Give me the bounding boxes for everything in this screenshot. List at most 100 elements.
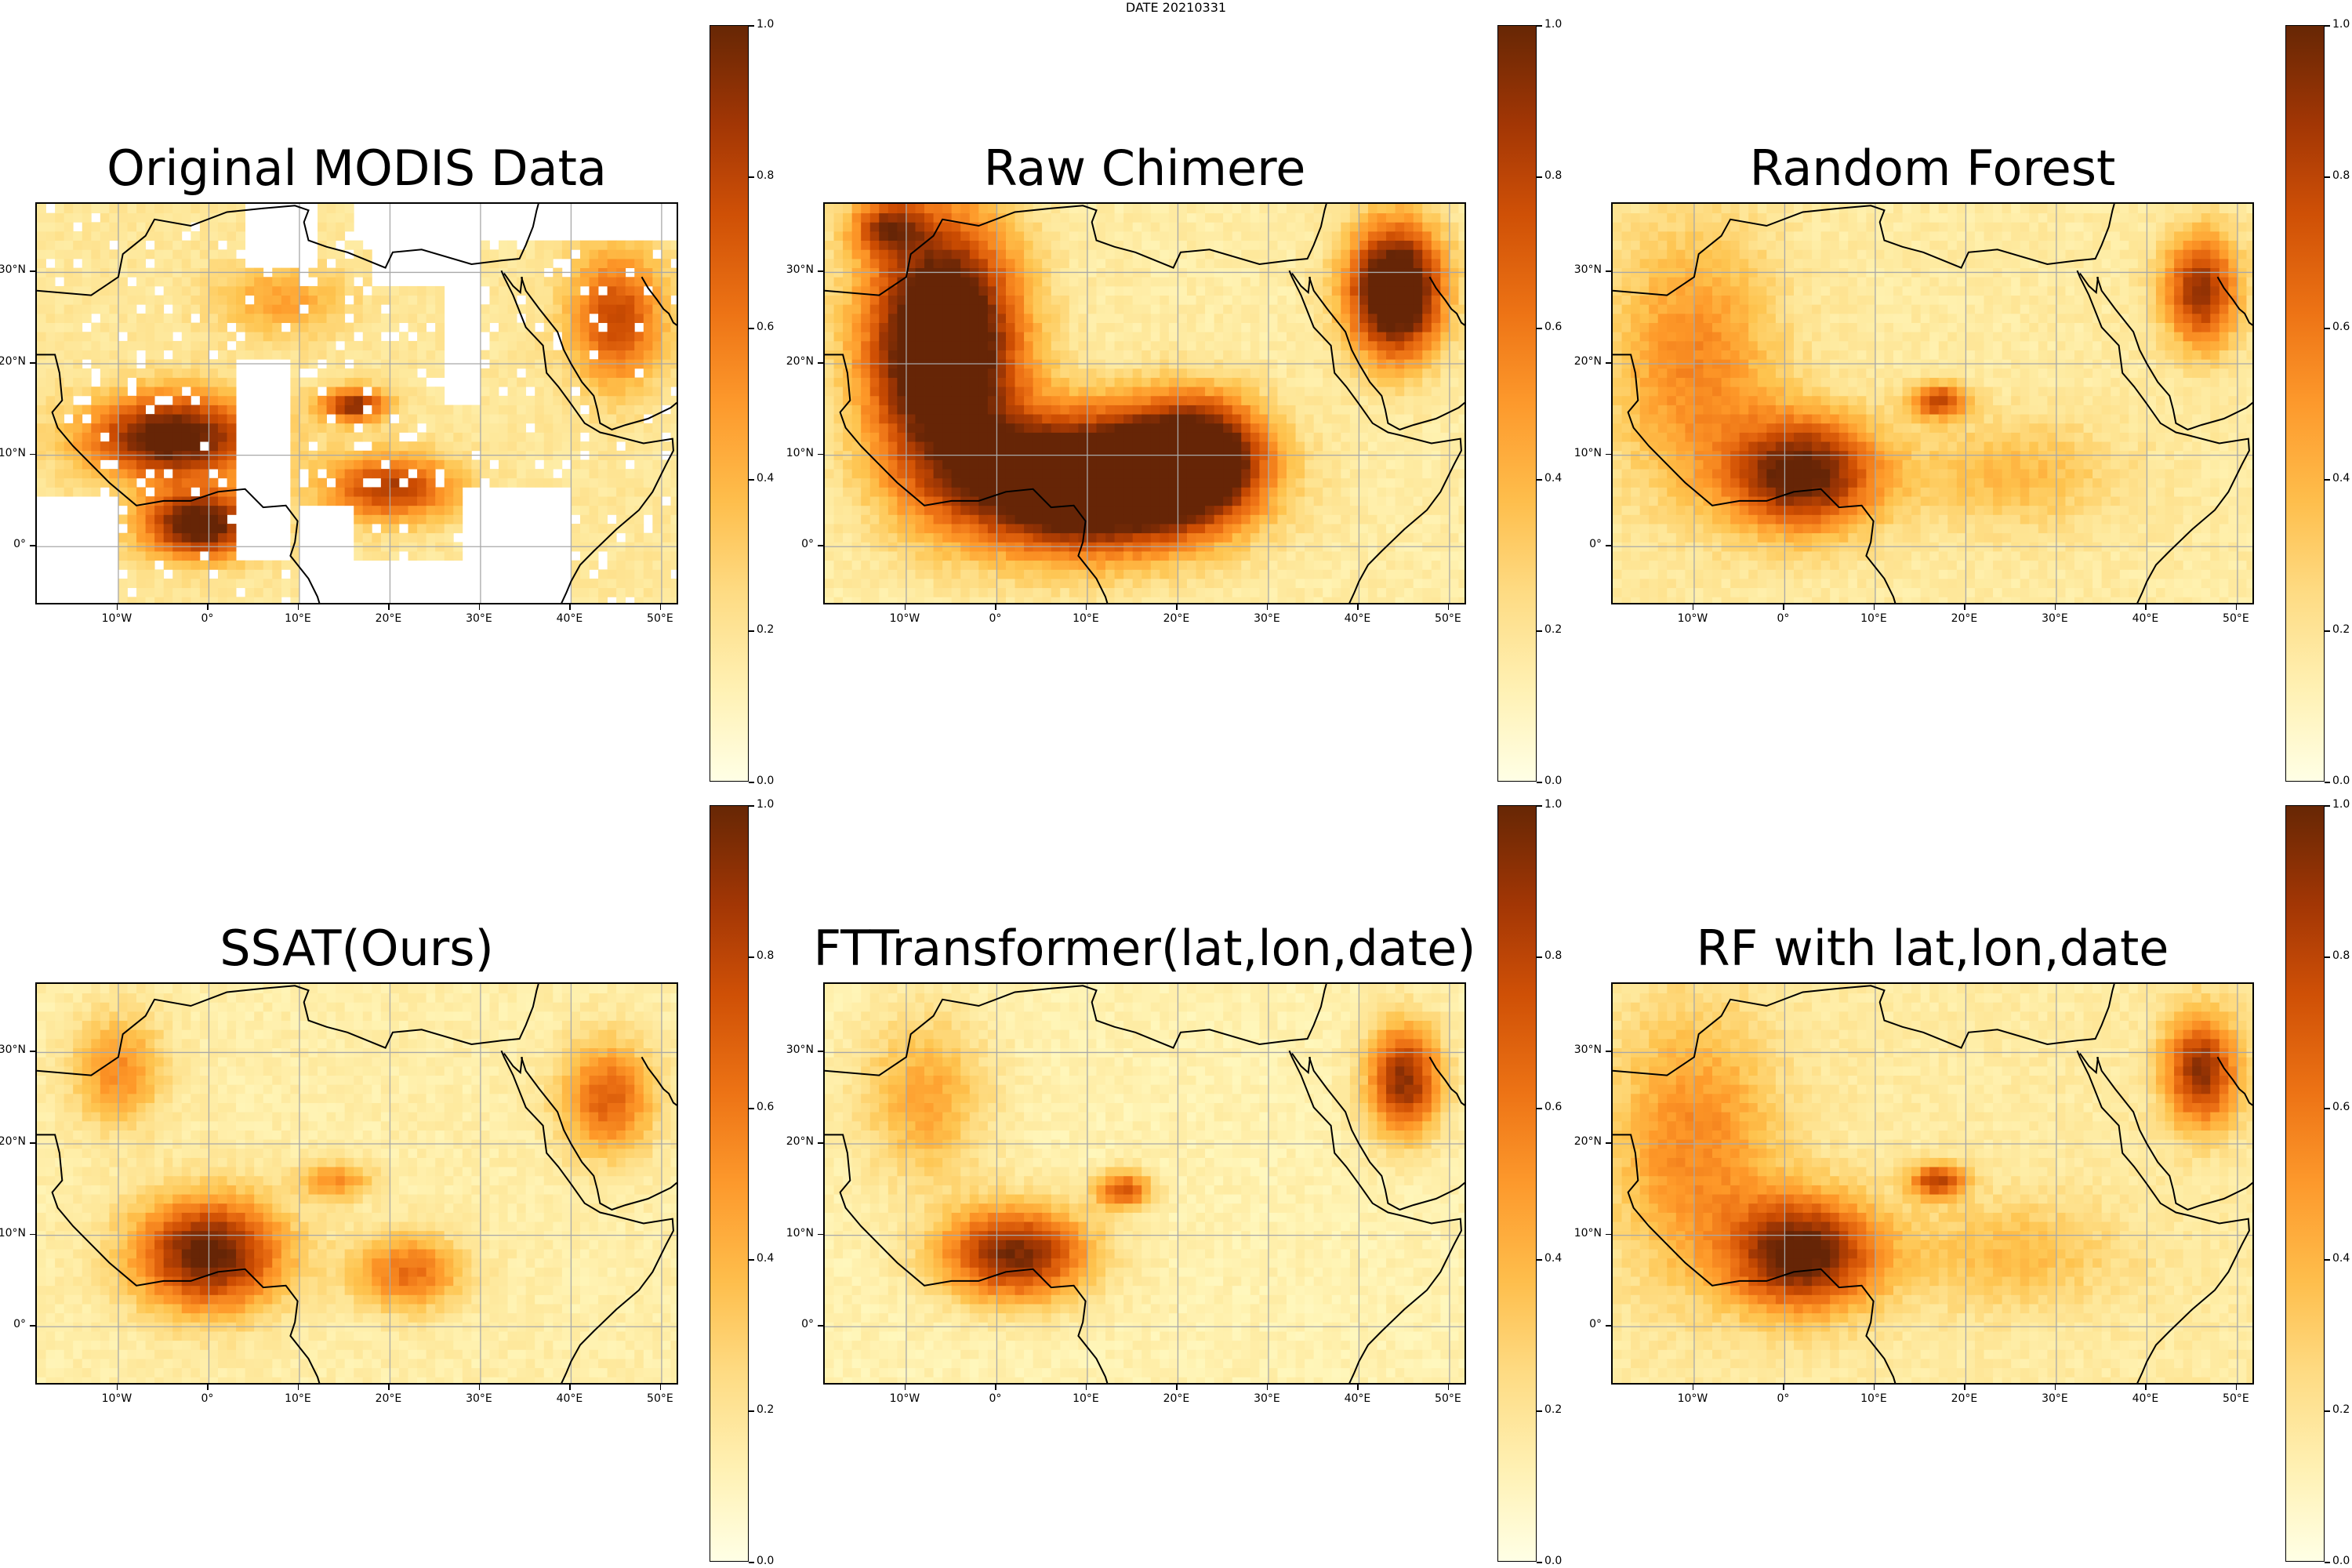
heatmap-cell (191, 258, 201, 269)
heatmap-cell (561, 322, 572, 332)
heatmap-cell (136, 340, 146, 350)
heatmap-cell (1241, 569, 1251, 579)
heatmap-cell (390, 487, 400, 497)
heatmap-cell (227, 469, 237, 479)
heatmap-cell (1377, 322, 1387, 332)
heatmap-cell (942, 240, 953, 250)
heatmap-cell (1250, 285, 1260, 296)
heatmap-cell (915, 387, 925, 397)
heatmap-cell (1268, 551, 1278, 561)
heatmap-cell (1024, 487, 1034, 497)
heatmap-cell (1349, 304, 1359, 314)
heatmap-cell (996, 240, 1007, 250)
heatmap-cell (987, 469, 997, 479)
heatmap-cell (1186, 377, 1196, 387)
heatmap-cell (1142, 230, 1152, 241)
heatmap-cell (1060, 230, 1070, 241)
heatmap-cell (507, 295, 517, 305)
heatmap-cell (1051, 340, 1061, 350)
heatmap-cell (1386, 469, 1396, 479)
heatmap-cell (336, 222, 346, 232)
heatmap-cell (643, 597, 653, 603)
x-tick-label: 30°E (466, 612, 492, 625)
heatmap-cell (924, 313, 934, 323)
heatmap-cell (1132, 295, 1142, 305)
heatmap-cell (625, 368, 635, 378)
heatmap-cell (127, 514, 137, 524)
heatmap-cell (82, 332, 92, 342)
heatmap-cell (1132, 285, 1142, 296)
heatmap-cell (1051, 551, 1061, 561)
heatmap-cell (1033, 230, 1043, 241)
heatmap-cell (209, 496, 219, 506)
heatmap-cell (915, 340, 925, 350)
heatmap-cell (1395, 587, 1405, 597)
heatmap-cell (227, 432, 237, 442)
heatmap-cell (1178, 230, 1188, 241)
heatmap-cell (1250, 569, 1260, 579)
heatmap-cell (1060, 387, 1070, 397)
heatmap-cell (163, 368, 173, 378)
heatmap-cell (969, 459, 979, 470)
heatmap-cell (616, 459, 626, 470)
heatmap-cell (163, 477, 173, 488)
heatmap-cell (887, 249, 898, 260)
heatmap-cell (1305, 405, 1315, 415)
heatmap-cell (978, 387, 989, 397)
heatmap-cell (987, 487, 997, 497)
heatmap-cell (879, 432, 889, 442)
heatmap-cell (1367, 304, 1377, 314)
heatmap-cell (172, 487, 183, 497)
heatmap-cell (869, 487, 880, 497)
heatmap-cell (887, 304, 898, 314)
heatmap-cell (851, 240, 862, 250)
heatmap-cell (82, 350, 92, 360)
heatmap-cell (1223, 285, 1233, 296)
heatmap-cell (1142, 249, 1152, 260)
heatmap-cell (825, 240, 834, 250)
heatmap-cell (652, 414, 662, 424)
heatmap-cell (1295, 295, 1305, 305)
heatmap-cell (1223, 230, 1233, 241)
heatmap-cell (987, 514, 997, 524)
heatmap-cell (1277, 295, 1287, 305)
heatmap-cell (978, 432, 989, 442)
heatmap-cell (887, 322, 898, 332)
heatmap-cell (951, 459, 961, 470)
heatmap-cell (616, 304, 626, 314)
heatmap-cell (1160, 313, 1170, 323)
heatmap-cell (1323, 340, 1333, 350)
heatmap-cell (598, 441, 608, 452)
heatmap-cell (1331, 322, 1341, 332)
heatmap-cell (1168, 285, 1178, 296)
heatmap-cell (1160, 395, 1170, 405)
heatmap-cell (290, 340, 300, 350)
heatmap-cell (1069, 340, 1079, 350)
heatmap-cell (1160, 322, 1170, 332)
heatmap-cell (209, 258, 219, 269)
heatmap-cell (1114, 258, 1124, 269)
heatmap-cell (372, 423, 382, 433)
heatmap-cell (906, 469, 916, 479)
heatmap-cell (318, 459, 327, 470)
heatmap-cell (996, 322, 1007, 332)
heatmap-cell (969, 377, 979, 387)
heatmap-cell (553, 350, 563, 360)
heatmap-cell (1105, 295, 1115, 305)
heatmap-cell (1024, 423, 1034, 433)
heatmap-cell (561, 240, 572, 250)
heatmap-cell (1005, 496, 1015, 506)
heatmap-cell (969, 395, 979, 405)
heatmap-cell (589, 377, 599, 387)
heatmap-cell (553, 477, 563, 488)
heatmap-cell (272, 277, 282, 287)
heatmap-cell (933, 469, 943, 479)
heatmap-cell (326, 332, 336, 342)
heatmap-cell (471, 477, 481, 488)
heatmap-cell (996, 477, 1007, 488)
heatmap-cell (172, 569, 183, 579)
heatmap-cell (1042, 405, 1052, 415)
heatmap-cell (326, 368, 336, 378)
heatmap-cell (1395, 340, 1405, 350)
heatmap-cell (263, 587, 273, 597)
